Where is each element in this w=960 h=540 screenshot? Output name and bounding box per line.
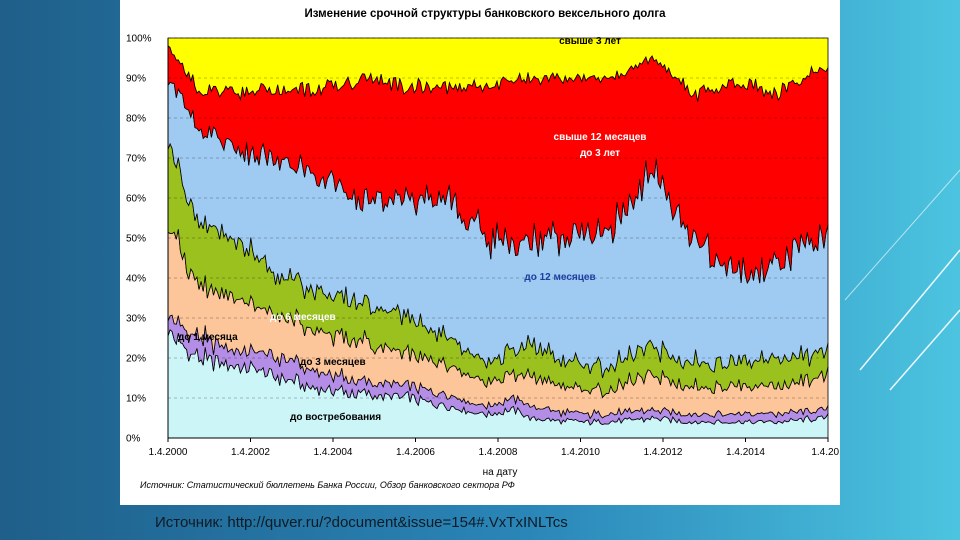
area-label-до-востребования: до востребования [290,411,381,423]
chart-source: Источник: Статистический бюллетень Банка… [140,480,515,490]
y-tick-label: 80% [126,114,146,125]
y-tick-label: 50% [126,234,146,245]
area-label-до-6-месяцев: до 6 месяцев [270,312,336,323]
y-tick-label: 100% [126,34,152,45]
x-tick-label: 1.4.2002 [231,447,270,458]
y-tick-label: 60% [126,194,146,205]
area-label-до-3-месяцев: до 3 месяцев [300,357,366,368]
stacked-area-chart: Изменение срочной структуры банковского … [126,8,840,490]
x-tick-label: 1.4.2010 [561,447,600,458]
y-tick-label: 20% [126,354,146,365]
area-свыше-3-лет [167,37,829,102]
x-tick-label: 1.4.2004 [314,447,353,458]
y-tick-label: 40% [126,274,146,285]
area-label-до-3-лет: до 3 лет [580,148,620,159]
deco-line-1 [859,249,960,371]
deco-line-3 [844,169,960,301]
x-tick-label: 1.4.2014 [726,447,765,458]
y-tick-label: 70% [126,154,146,165]
y-tick-label: 0% [126,434,141,445]
x-tick-label: 1.4.201 [811,447,840,458]
x-tick-label: 1.4.2006 [396,447,435,458]
y-tick-label: 30% [126,314,146,325]
x-tick-label: 1.4.2000 [149,447,188,458]
chart-panel: Изменение срочной структуры банковского … [120,0,840,505]
y-tick-label: 10% [126,394,146,405]
area-label-до-1-месяца: до 1 месяца [178,332,238,343]
area-label-свыше-12-месяцев: свыше 12 месяцев [554,132,647,143]
y-tick-label: 90% [126,74,146,85]
areas-layer [167,37,829,439]
area-label-до-12-месяцев: до 12 месяцев [524,272,595,283]
area-labels: до востребования до 1 месяца до 3 месяцев д… [178,36,646,423]
x-axis: 1.4.2000 1.4.2002 1.4.2004 1.4.2006 1.4.2008… [149,438,840,458]
x-tick-label: 1.4.2012 [644,447,683,458]
area-label-свыше-3-лет: свыше 3 лет [559,36,621,47]
y-axis: 0% 10% 20% 30% 40% 50% 60% 70% 80% 90% 100% [126,34,152,445]
x-tick-label: 1.4.2008 [479,447,518,458]
source-caption: Источник: http://quver.ru/?document&issu… [155,514,568,531]
x-axis-label: на дату [483,467,518,478]
deco-line-2 [889,309,960,391]
chart-title: Изменение срочной структуры банковского … [304,8,666,20]
